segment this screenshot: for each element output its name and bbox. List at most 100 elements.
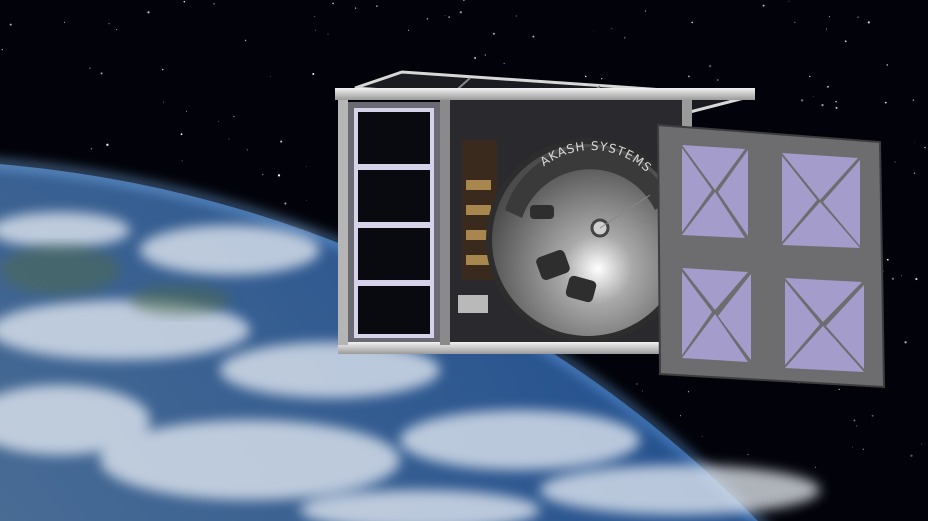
star bbox=[332, 2, 334, 5]
star bbox=[228, 138, 230, 140]
star bbox=[828, 16, 831, 18]
star bbox=[827, 85, 829, 88]
star bbox=[63, 21, 66, 23]
star bbox=[835, 106, 838, 109]
star bbox=[636, 383, 638, 385]
star bbox=[314, 29, 317, 31]
star bbox=[701, 436, 703, 438]
star bbox=[762, 4, 765, 7]
star bbox=[444, 14, 446, 17]
star bbox=[474, 57, 477, 59]
star bbox=[314, 15, 316, 17]
star bbox=[108, 23, 110, 25]
star bbox=[825, 28, 828, 30]
star bbox=[886, 258, 889, 261]
star bbox=[515, 15, 517, 17]
star bbox=[924, 146, 926, 149]
star bbox=[691, 21, 694, 24]
star bbox=[246, 149, 248, 151]
star bbox=[233, 115, 235, 118]
star bbox=[185, 110, 188, 112]
star bbox=[814, 466, 817, 468]
star bbox=[716, 79, 719, 81]
star bbox=[503, 62, 505, 64]
star bbox=[162, 101, 164, 103]
star bbox=[921, 443, 922, 445]
star bbox=[687, 75, 690, 78]
star bbox=[821, 104, 824, 107]
star bbox=[106, 143, 109, 146]
star bbox=[894, 161, 896, 163]
star bbox=[147, 11, 150, 14]
star bbox=[484, 54, 486, 56]
star bbox=[584, 75, 587, 78]
star bbox=[448, 16, 450, 18]
star bbox=[601, 78, 603, 80]
star bbox=[312, 73, 315, 75]
star bbox=[687, 391, 690, 393]
star bbox=[305, 200, 307, 201]
star bbox=[800, 99, 804, 102]
star bbox=[915, 278, 918, 281]
star bbox=[116, 29, 118, 31]
star bbox=[871, 414, 874, 417]
star bbox=[708, 64, 712, 68]
star bbox=[912, 99, 915, 101]
star bbox=[593, 30, 595, 32]
star bbox=[90, 148, 93, 150]
star bbox=[280, 140, 283, 143]
star bbox=[532, 35, 535, 38]
star bbox=[856, 425, 858, 427]
star bbox=[1, 48, 3, 51]
star bbox=[9, 23, 12, 26]
star bbox=[857, 16, 859, 18]
star bbox=[913, 172, 916, 174]
star bbox=[867, 21, 870, 24]
star bbox=[492, 32, 495, 35]
star bbox=[788, 0, 790, 2]
star bbox=[623, 36, 626, 39]
star bbox=[914, 141, 916, 143]
star bbox=[641, 390, 644, 392]
star bbox=[884, 101, 887, 104]
star bbox=[747, 453, 749, 456]
star bbox=[838, 388, 840, 390]
star bbox=[213, 3, 215, 5]
star bbox=[835, 100, 837, 103]
star bbox=[306, 166, 307, 168]
star bbox=[244, 39, 247, 42]
star bbox=[812, 96, 814, 98]
star bbox=[407, 29, 409, 31]
star bbox=[891, 277, 895, 280]
star bbox=[611, 28, 613, 30]
star bbox=[183, 0, 186, 3]
star bbox=[376, 5, 378, 7]
star bbox=[181, 160, 183, 162]
star bbox=[844, 40, 847, 43]
star bbox=[794, 21, 796, 24]
star bbox=[284, 202, 287, 205]
star bbox=[809, 75, 811, 78]
star bbox=[910, 454, 913, 457]
star bbox=[459, 11, 462, 14]
star bbox=[180, 133, 183, 136]
star bbox=[161, 68, 164, 71]
star bbox=[270, 76, 271, 77]
star bbox=[886, 64, 889, 66]
star bbox=[354, 7, 357, 9]
star bbox=[680, 415, 681, 417]
star bbox=[327, 33, 329, 35]
star bbox=[900, 275, 902, 277]
star bbox=[644, 10, 647, 12]
star bbox=[100, 72, 103, 75]
star bbox=[904, 341, 907, 344]
star bbox=[852, 446, 854, 448]
star bbox=[426, 18, 428, 20]
star bbox=[462, 0, 465, 1]
star bbox=[277, 174, 281, 177]
star bbox=[853, 419, 856, 422]
satellite: AKASH SYSTEMS bbox=[335, 70, 886, 389]
star bbox=[218, 121, 220, 122]
star bbox=[262, 174, 264, 176]
